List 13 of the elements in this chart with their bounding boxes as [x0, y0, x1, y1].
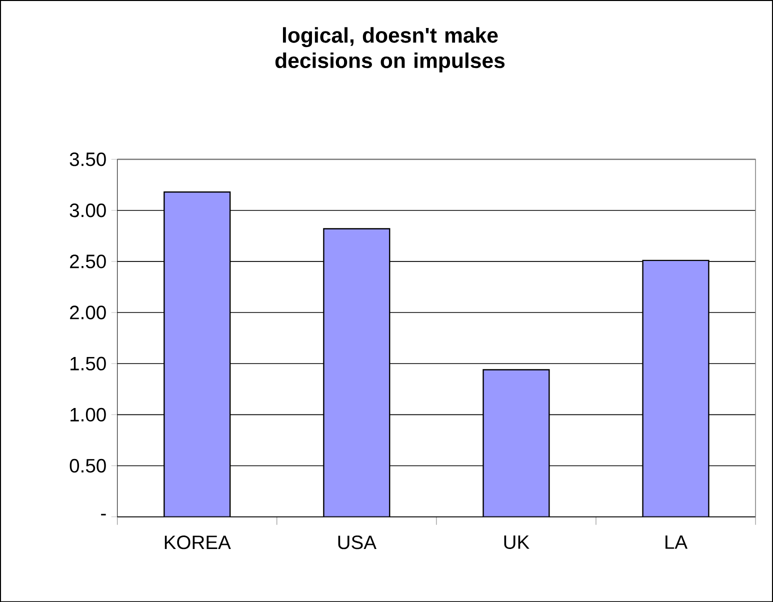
y-tick-label: 1.50	[70, 356, 106, 370]
x-tick-label: KOREA	[164, 535, 231, 550]
y-tick-label: 3.50	[70, 152, 106, 166]
x-tick-label: UK	[504, 535, 530, 549]
chart-title: logical, doesn't make decisions on impulses	[275, 27, 505, 72]
y-tick-label: 3.00	[70, 203, 106, 218]
y-tick-label: 2.00	[70, 306, 106, 320]
y-tick-label: -	[101, 514, 106, 516]
y-tick-label: 1.00	[70, 408, 106, 422]
x-tick-label: LA	[666, 535, 688, 549]
x-tick-label: USA	[338, 535, 376, 550]
y-tick-label: 0.50	[70, 458, 106, 472]
y-tick-label: 2.50	[70, 254, 106, 268]
